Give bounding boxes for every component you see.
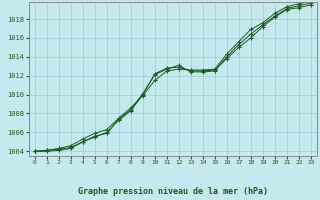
Text: Graphe pression niveau de la mer (hPa): Graphe pression niveau de la mer (hPa) bbox=[78, 187, 268, 196]
